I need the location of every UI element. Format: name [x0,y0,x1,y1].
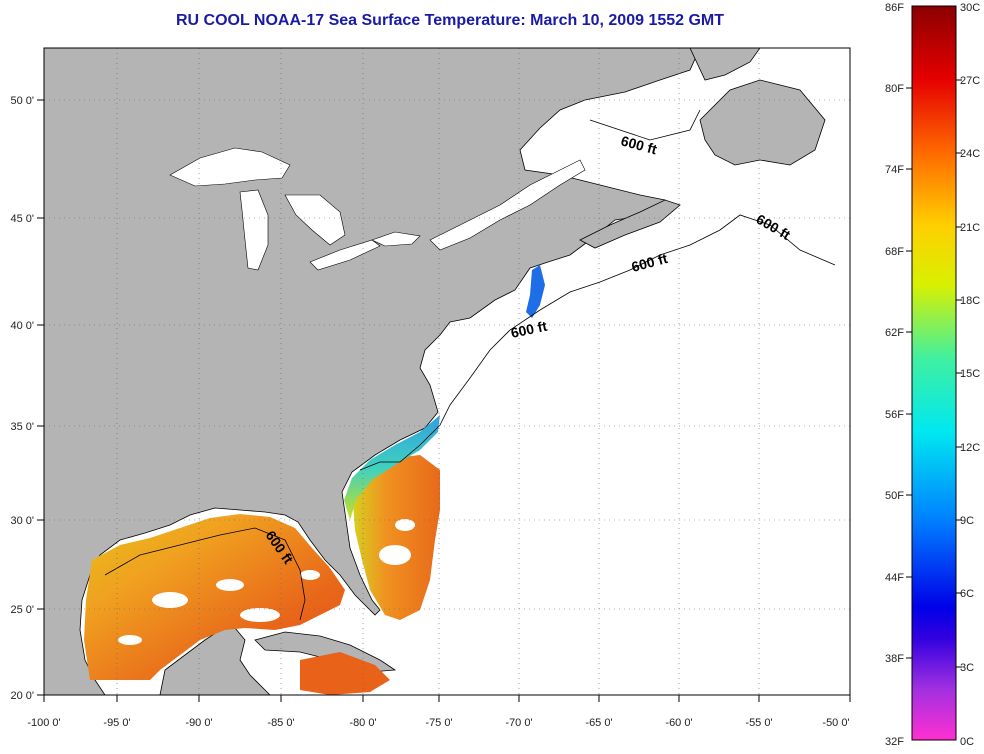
sst-gulf-stream [352,455,440,620]
lon-label: -50 0' [822,717,849,729]
c-label: 15C [960,368,980,380]
lat-label: 45 0' [10,213,34,225]
lake-huron [284,194,346,246]
lake-erie [309,239,381,271]
map-title: RU COOL NOAA-17 Sea Surface Temperature:… [175,12,725,29]
sst-cold-streak [526,265,545,318]
lon-label: -60 0' [665,717,692,729]
longitude-labels: -100 0' -95 0' -90 0' -85 0' -80 0' -75 … [27,717,849,729]
lon-label: -80 0' [349,717,376,729]
c-label: 9C [960,515,974,527]
c-label: 30C [960,2,980,14]
sst-coastal-band [344,415,440,520]
lon-label: -85 0' [267,717,294,729]
colorbar-ticks [906,79,962,668]
f-label: 38F [885,653,904,665]
c-label: 3C [960,662,974,674]
lon-label: -90 0' [185,717,212,729]
colorbar-gradient [911,5,957,741]
land-newfoundland [699,79,826,166]
c-label: 18C [960,295,980,307]
sst-caribbean [300,652,390,695]
c-label: 21C [960,222,980,234]
lat-label: 40 0' [10,320,34,332]
cloud-mask [118,519,415,645]
c-label: 0C [960,736,974,748]
lon-label: -100 0' [27,717,60,729]
lat-label: 20 0' [10,690,34,702]
fahrenheit-labels: 86F 80F 74F 68F 62F 56F 50F 44F 38F 32F [885,2,904,748]
sst-gulf-of-mexico [84,514,345,680]
f-label: 68F [885,246,904,258]
land-yucatan [159,627,271,695]
lat-label: 25 0' [10,604,34,616]
c-label: 6C [960,588,974,600]
land-nova-scotia [579,199,681,249]
lon-label: -65 0' [585,717,612,729]
tick-marks [37,99,851,702]
f-label: 32F [885,736,904,748]
f-label: 80F [885,83,904,95]
lon-label: -75 0' [425,717,452,729]
lon-label: -95 0' [103,717,130,729]
latitude-labels: 50 0' 45 0' 40 0' 35 0' 30 0' 25 0' 20 0… [10,95,34,702]
lon-label: -70 0' [505,717,532,729]
f-label: 86F [885,2,904,14]
lat-label: 50 0' [10,95,34,107]
f-label: 74F [885,164,904,176]
lon-label: -55 0' [745,717,772,729]
c-label: 27C [960,75,980,87]
lake-ontario [371,231,421,247]
map-frame [43,47,851,696]
lake-superior [169,147,291,187]
f-label: 62F [885,327,904,339]
c-label: 12C [960,442,980,454]
f-label: 44F [885,572,904,584]
st-lawrence-river [429,159,586,251]
celsius-labels: 30C 27C 24C 21C 18C 15C 12C 9C 6C 3C 0C [960,2,980,748]
lake-michigan [239,189,269,271]
land-labrador [689,48,761,81]
lat-label: 35 0' [10,421,34,433]
f-label: 50F [885,490,904,502]
c-label: 24C [960,148,980,160]
lat-label: 30 0' [10,515,34,527]
contour-label-georges-bank: 600 ft [509,318,548,341]
depth-contours [104,109,836,621]
f-label: 56F [885,409,904,421]
